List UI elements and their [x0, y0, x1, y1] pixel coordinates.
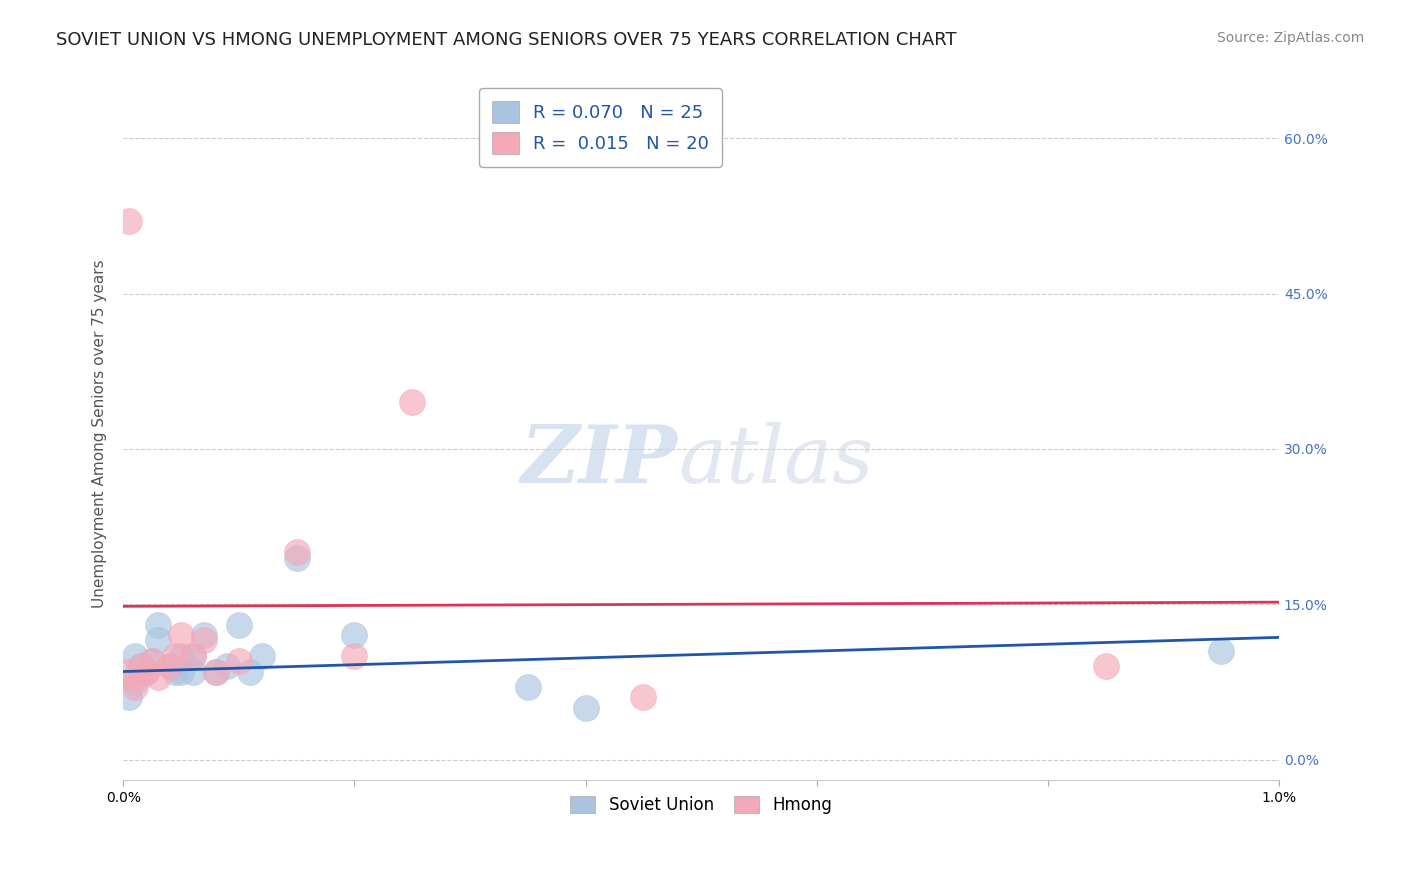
- Point: [118, 665, 141, 679]
- Point: [124, 648, 146, 663]
- Point: [228, 618, 250, 632]
- Point: [129, 659, 152, 673]
- Point: [204, 665, 226, 679]
- Point: [141, 654, 163, 668]
- Point: [574, 700, 596, 714]
- Point: [124, 680, 146, 694]
- Point: [146, 670, 169, 684]
- Point: [181, 648, 204, 663]
- Point: [633, 690, 655, 705]
- Point: [170, 628, 193, 642]
- Point: [401, 395, 423, 409]
- Point: [516, 680, 538, 694]
- Text: atlas: atlas: [678, 422, 873, 500]
- Point: [1211, 644, 1233, 658]
- Point: [124, 670, 146, 684]
- Point: [135, 665, 157, 679]
- Point: [159, 659, 181, 673]
- Point: [170, 665, 193, 679]
- Point: [118, 214, 141, 228]
- Point: [129, 659, 152, 673]
- Legend: Soviet Union, Hmong: Soviet Union, Hmong: [561, 786, 842, 824]
- Point: [204, 665, 226, 679]
- Point: [165, 648, 187, 663]
- Point: [193, 633, 215, 648]
- Point: [343, 628, 366, 642]
- Text: ZIP: ZIP: [522, 422, 678, 500]
- Point: [217, 659, 239, 673]
- Point: [285, 550, 308, 565]
- Text: SOVIET UNION VS HMONG UNEMPLOYMENT AMONG SENIORS OVER 75 YEARS CORRELATION CHART: SOVIET UNION VS HMONG UNEMPLOYMENT AMONG…: [56, 31, 957, 49]
- Point: [170, 648, 193, 663]
- Point: [1094, 659, 1116, 673]
- Point: [181, 648, 204, 663]
- Point: [141, 654, 163, 668]
- Y-axis label: Unemployment Among Seniors over 75 years: Unemployment Among Seniors over 75 years: [93, 259, 107, 607]
- Point: [228, 654, 250, 668]
- Point: [159, 659, 181, 673]
- Text: Source: ZipAtlas.com: Source: ZipAtlas.com: [1216, 31, 1364, 45]
- Point: [146, 618, 169, 632]
- Point: [118, 690, 141, 705]
- Point: [135, 665, 157, 679]
- Point: [285, 545, 308, 559]
- Point: [239, 665, 262, 679]
- Point: [343, 648, 366, 663]
- Point: [250, 648, 273, 663]
- Point: [165, 665, 187, 679]
- Point: [124, 674, 146, 689]
- Point: [193, 628, 215, 642]
- Point: [146, 633, 169, 648]
- Point: [181, 665, 204, 679]
